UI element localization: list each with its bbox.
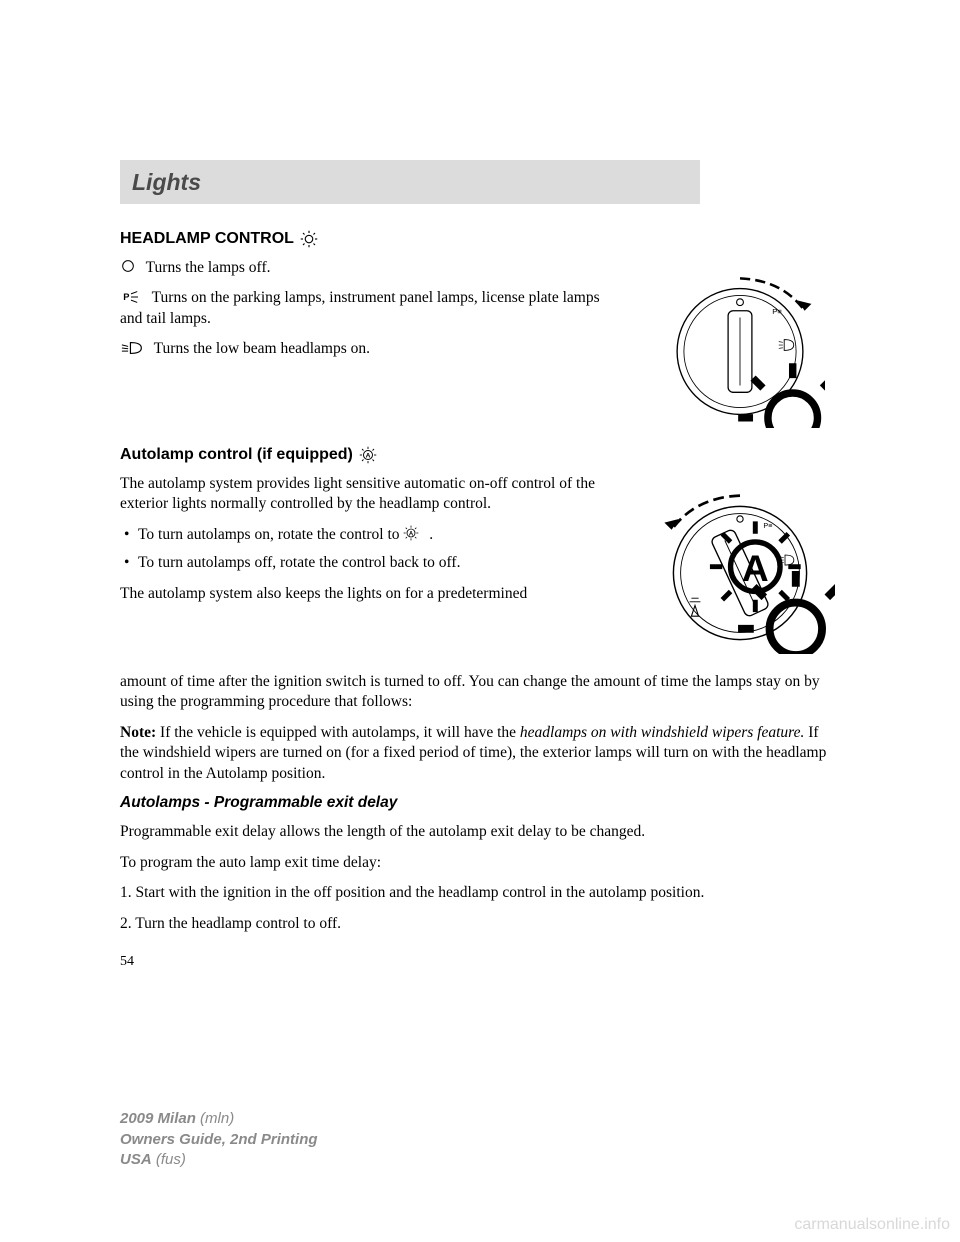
lowbeam-line: Turns the low beam headlamps on. xyxy=(120,339,620,359)
autolamp-bullet-on-a: To turn autolamps on, rotate the control… xyxy=(138,526,403,543)
exitdelay-p2: To program the auto lamp exit time delay… xyxy=(120,853,840,873)
autolamp-bullet-on: To turn autolamps on, rotate the control… xyxy=(120,525,620,545)
lowbeam-text: Turns the low beam headlamps on. xyxy=(154,340,370,357)
exitdelay-p1: Programmable exit delay allows the lengt… xyxy=(120,822,840,842)
autolamp-intro: The autolamp system provides light sensi… xyxy=(120,474,620,515)
autolamp-keeps-a: The autolamp system also keeps the light… xyxy=(120,584,620,604)
note-label: Note: xyxy=(120,724,156,741)
footer: 2009 Milan (mln) Owners Guide, 2nd Print… xyxy=(120,1109,318,1170)
note-a: If the vehicle is equipped with autolamp… xyxy=(156,724,520,741)
autolamp-note: Note: If the vehicle is equipped with au… xyxy=(120,723,840,784)
autolamp-heading: Autolamp control (if equipped) xyxy=(120,446,840,464)
autolamp-inline-icon xyxy=(403,525,419,541)
off-icon xyxy=(120,258,136,274)
exitdelay-heading: Autolamps - Programmable exit delay xyxy=(120,794,840,812)
sun-icon xyxy=(300,230,318,248)
section-title: Lights xyxy=(132,169,201,196)
parking-text: Turns on the parking lamps, instrument p… xyxy=(120,289,600,326)
parking-icon xyxy=(120,290,142,304)
footer-guide: Owners Guide, 2nd Printing xyxy=(120,1130,318,1150)
watermark: carmanualsonline.info xyxy=(794,1216,950,1234)
off-text: Turns the lamps off. xyxy=(146,259,271,276)
lowbeam-icon xyxy=(120,341,144,355)
headlamp-heading-text: HEADLAMP CONTROL xyxy=(120,230,294,248)
exitdelay-step1: 1. Start with the ignition in the off po… xyxy=(120,883,840,903)
autolamp-keeps-b: amount of time after the ignition switch… xyxy=(120,672,840,713)
note-italic: headlamps on with windshield wipers feat… xyxy=(520,724,804,741)
autolamp-heading-text: Autolamp control (if equipped) xyxy=(120,446,353,464)
autolamp-icon xyxy=(359,446,377,464)
footer-region: USA xyxy=(120,1151,152,1168)
headlamp-heading: HEADLAMP CONTROL xyxy=(120,230,840,248)
autolamp-dial-diagram xyxy=(645,474,835,654)
autolamp-bullet-on-b: . xyxy=(429,526,433,543)
page-number: 54 xyxy=(120,954,840,970)
section-header: Lights xyxy=(120,160,700,204)
footer-code1: (mln) xyxy=(196,1110,234,1127)
headlamp-dial-diagram xyxy=(655,258,825,428)
parking-line: Turns on the parking lamps, instrument p… xyxy=(120,288,620,329)
autolamp-bullet-off: To turn autolamps off, rotate the contro… xyxy=(120,553,620,573)
footer-code2: (fus) xyxy=(152,1151,186,1168)
off-line: Turns the lamps off. xyxy=(120,258,620,278)
footer-model: 2009 Milan xyxy=(120,1110,196,1127)
exitdelay-step2: 2. Turn the headlamp control to off. xyxy=(120,914,840,934)
